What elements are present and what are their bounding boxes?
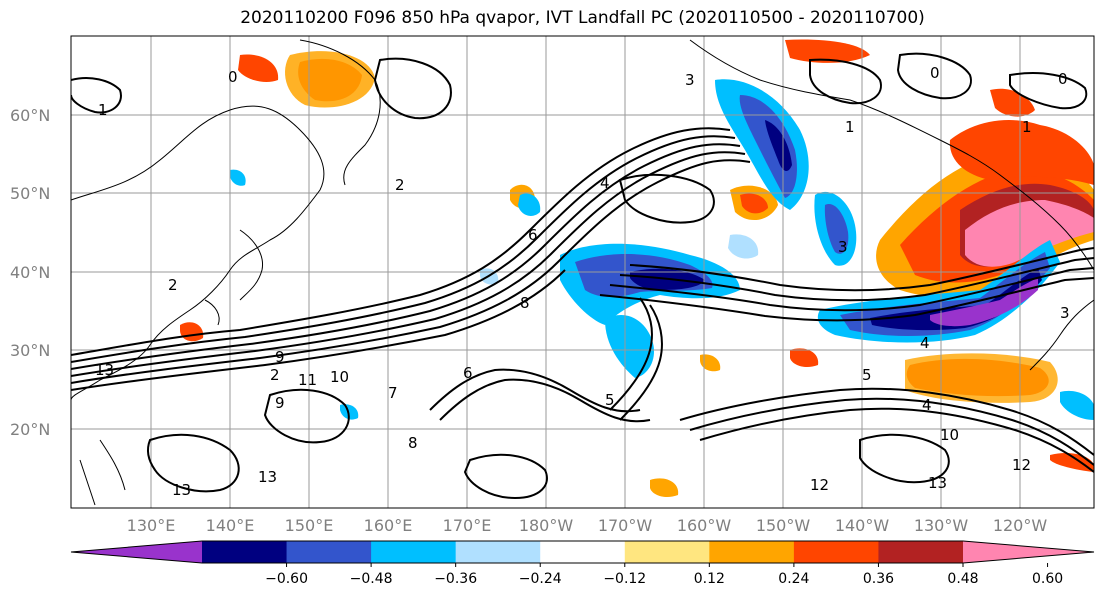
plot-frame <box>70 35 1095 509</box>
lon-label: 140°W <box>835 516 890 535</box>
colorbar-tick-label: −0.12 <box>603 571 646 587</box>
colorbar-extend-max <box>963 541 1094 563</box>
contour-label: 4 <box>600 174 610 192</box>
contour-label: 13 <box>95 361 114 379</box>
contour-label: 2 <box>168 276 178 294</box>
lon-label: 180°W <box>519 516 574 535</box>
colorbar-tick-label: 0.36 <box>863 571 894 587</box>
contour-label: 3 <box>838 238 848 256</box>
contour-label: 6 <box>528 226 538 244</box>
ivt-contours <box>71 52 1094 500</box>
lon-label: 170°E <box>443 516 492 535</box>
contour-label: 0 <box>1058 70 1068 88</box>
colorbar-segment <box>540 541 626 563</box>
contour-label: 10 <box>940 426 959 444</box>
lon-label: 140°E <box>206 516 255 535</box>
contour-label: 1 <box>845 118 855 136</box>
colorbar-tick-label: 0.12 <box>694 571 725 587</box>
contour-label: 11 <box>298 371 317 389</box>
colorbar-segment <box>793 541 879 563</box>
contour-label: 4 <box>920 334 930 352</box>
contour-label: 0 <box>930 64 940 82</box>
contour-label: 13 <box>258 468 277 486</box>
contour-label: 3 <box>1060 304 1070 322</box>
lon-label: 170°W <box>598 516 653 535</box>
contour-label: 7 <box>388 384 398 402</box>
colorbar-tick-label: −0.48 <box>350 571 393 587</box>
lon-label: 160°E <box>364 516 413 535</box>
lon-label: 130°E <box>127 516 176 535</box>
lon-label: 160°W <box>677 516 732 535</box>
lon-label: 150°E <box>285 516 334 535</box>
colorbar-tick-label: −0.24 <box>519 571 562 587</box>
colorbar-segment <box>624 541 710 563</box>
contour-label: 9 <box>275 394 285 412</box>
colorbar-tick-label: 0.48 <box>947 571 978 587</box>
lat-label: 60°N <box>10 106 50 125</box>
colorbar-segment <box>709 541 795 563</box>
colorbar-outline <box>70 540 1095 564</box>
colorbar-tick-label: 0.24 <box>778 571 809 587</box>
colorbar-tick-label: −0.36 <box>434 571 477 587</box>
colorbar-segment <box>878 541 964 563</box>
contour-label: 2 <box>270 366 280 384</box>
lat-label: 50°N <box>10 184 50 203</box>
contour-label: 2 <box>395 176 405 194</box>
contour-label: 5 <box>605 391 615 409</box>
contour-label: 8 <box>408 434 418 452</box>
colorbar-segment <box>202 541 288 563</box>
colorbar-tick-label: 0.60 <box>1032 571 1063 587</box>
longitude-labels: 130°E 140°E 150°E 160°E 170°E 180°W 170°… <box>127 516 1048 535</box>
lat-label: 40°N <box>10 263 50 282</box>
map-title: 2020110200 F096 850 hPa qvapor, IVT Land… <box>240 8 925 28</box>
contour-label: 8 <box>520 294 530 312</box>
contour-label: 0 <box>228 68 238 86</box>
colorbar-tick-label: −0.60 <box>265 571 308 587</box>
contour-label: 4 <box>922 396 932 414</box>
graticule <box>71 36 1094 508</box>
contour-label: 1 <box>98 101 108 119</box>
contour-label: 1 <box>1022 118 1032 136</box>
contour-label: 6 <box>463 364 473 382</box>
contour-label: 9 <box>275 348 285 366</box>
contour-label: 10 <box>330 368 349 386</box>
latitude-labels: 60°N 50°N 40°N 30°N 20°N <box>10 106 50 439</box>
contour-label: 13 <box>928 474 947 492</box>
lon-label: 150°W <box>756 516 811 535</box>
colorbar-segment <box>455 541 541 563</box>
lon-label: 130°W <box>914 516 969 535</box>
colorbar: −0.60 −0.48 −0.36 −0.24 −0.12 0.12 0.24 0.36 0.4… <box>70 540 1095 587</box>
contour-label: 12 <box>1012 456 1031 474</box>
lat-label: 20°N <box>10 420 50 439</box>
colorbar-segment <box>286 541 372 563</box>
lon-label: 120°W <box>993 516 1048 535</box>
colorbar-segment <box>371 541 457 563</box>
contour-label: 5 <box>862 366 872 384</box>
contour-label: 3 <box>685 71 695 89</box>
contour-label: 13 <box>172 481 191 499</box>
contour-label: 12 <box>810 476 829 494</box>
colorbar-extend-min <box>71 541 202 563</box>
contour-labels: 1 0 3 1 2 4 2 6 8 4 3 2 9 13 11 10 9 8 5… <box>95 64 1070 499</box>
lat-label: 30°N <box>10 341 50 360</box>
